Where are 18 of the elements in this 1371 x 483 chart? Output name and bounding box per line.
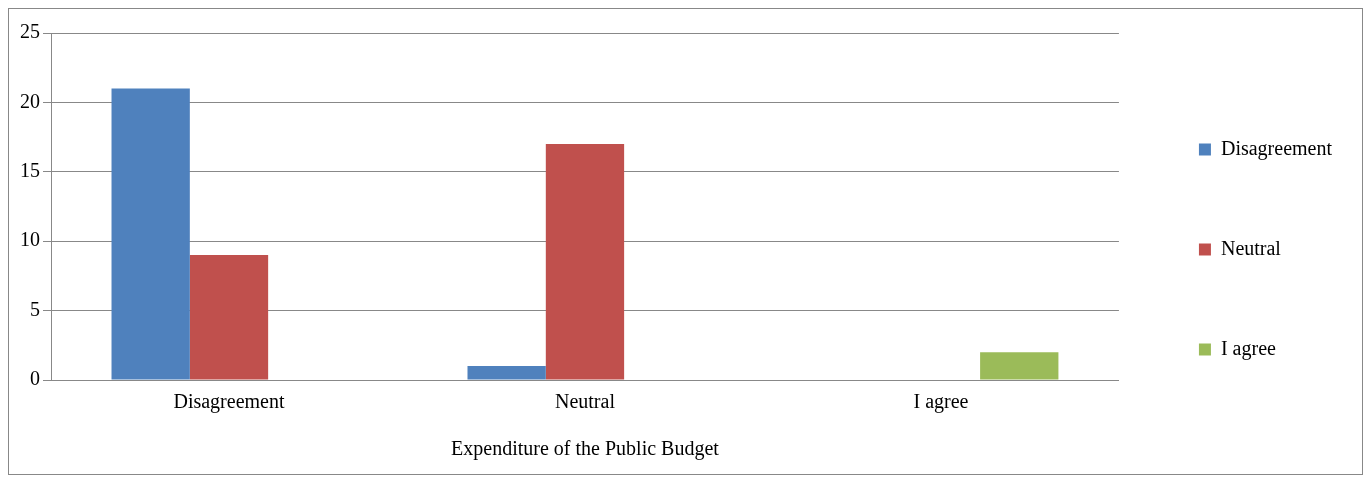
- legend-label: I agree: [1220, 336, 1277, 360]
- y-tick-label: 0: [30, 367, 40, 390]
- bar: [111, 88, 190, 380]
- bar: [467, 366, 546, 380]
- bar: [980, 352, 1059, 380]
- x-axis-title: Expenditure of the Public Budget: [451, 437, 720, 461]
- y-tick-label: 5: [30, 297, 40, 320]
- x-tick-label: Neutral: [554, 390, 616, 413]
- y-tick-label: 25: [20, 20, 40, 43]
- x-tick-label: I agree: [913, 390, 969, 414]
- legend-label: Disagreement: [1220, 136, 1333, 160]
- y-tick-label: 20: [20, 89, 40, 112]
- bar: [189, 255, 269, 380]
- y-tick-label: 10: [20, 228, 40, 251]
- legend-label: Neutral: [1220, 236, 1282, 259]
- y-tick-label: 15: [20, 159, 40, 182]
- x-tick-label: Disagreement: [173, 390, 285, 414]
- bar: [545, 144, 625, 380]
